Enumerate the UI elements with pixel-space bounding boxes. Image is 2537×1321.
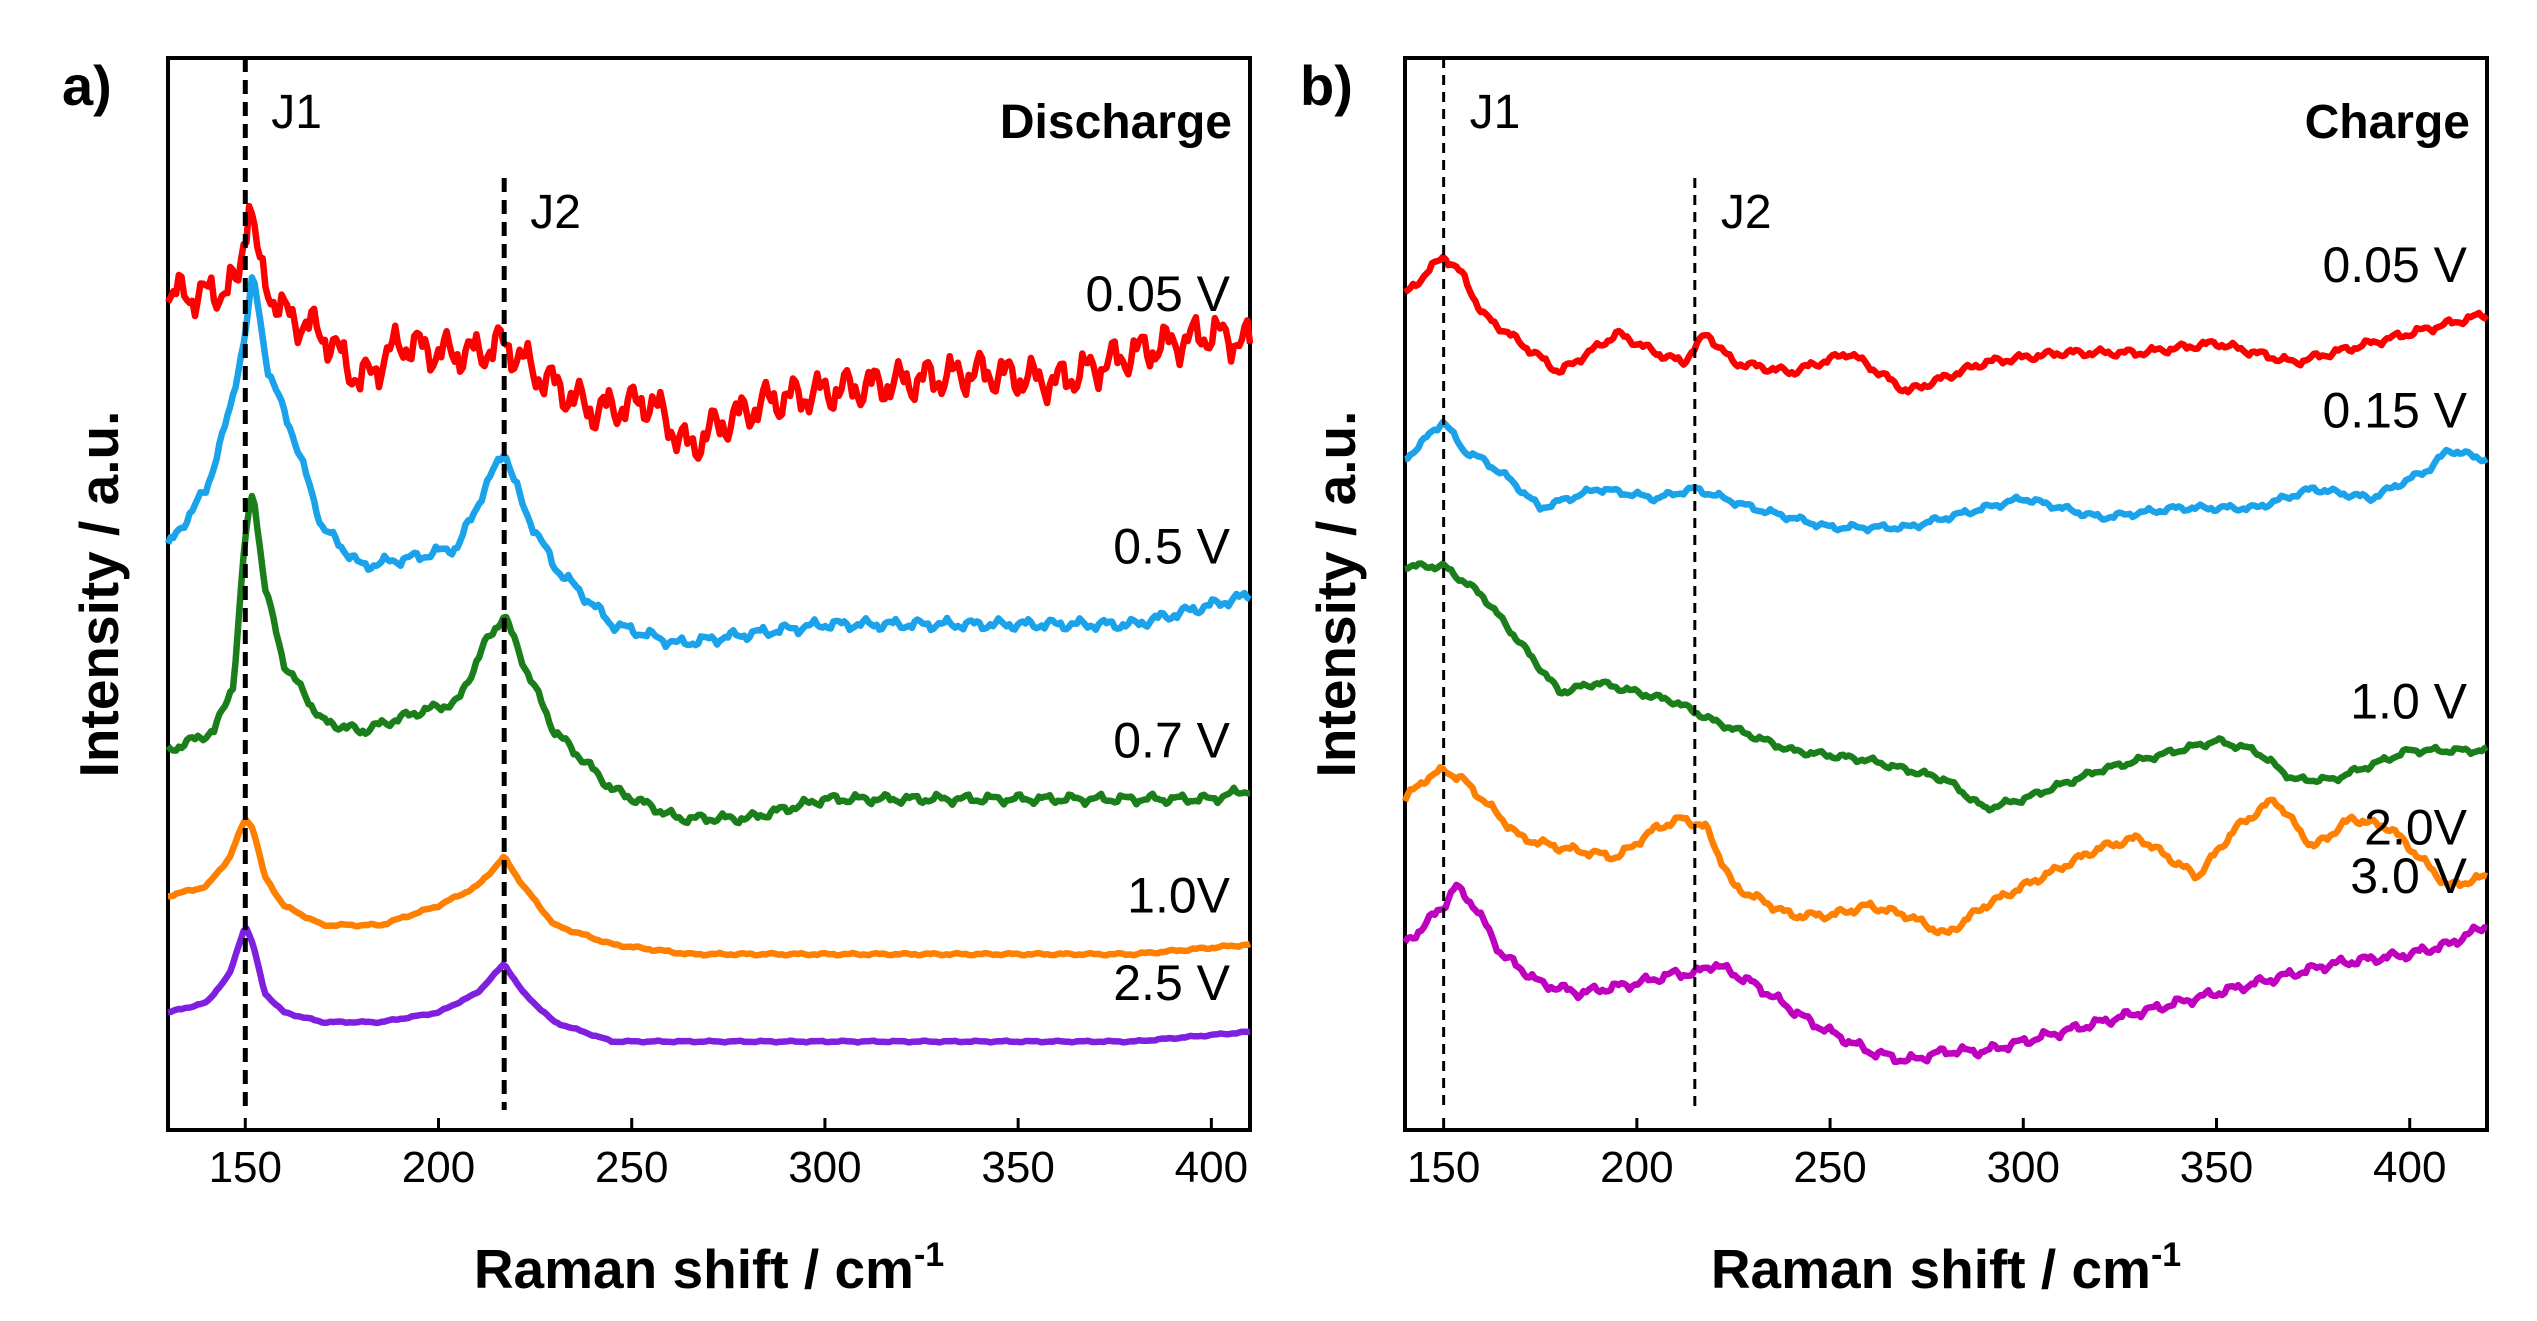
peak-label-a-j2: J2 <box>530 186 581 239</box>
series-label-b-2: 1.0 V <box>2350 674 2467 730</box>
series-label-a-4: 2.5 V <box>1113 955 1230 1011</box>
panel-a-xlabel-main: Raman shift / cm <box>474 1238 914 1300</box>
panel-b-xlabel-main: Raman shift / cm <box>1711 1238 2151 1300</box>
series-label-a-3: 1.0V <box>1127 868 1231 924</box>
series-label-a-1: 0.5 V <box>1113 518 1230 574</box>
series-label-a-2: 0.7 V <box>1113 712 1230 768</box>
panel-b-tag: b) <box>1300 54 1353 117</box>
panel-a-title: Discharge <box>1000 96 1232 149</box>
panel-b-frame <box>1403 56 2489 1132</box>
panel-a: 0.05 V 0.5 V 0.7 V 1.0V 2.5 V J1 J2 150 200 250… <box>62 54 1254 1300</box>
x-tick-label-b-350: 350 <box>2180 1143 2253 1192</box>
x-tick-label-a-300: 300 <box>788 1143 861 1192</box>
x-tick-label-b-150: 150 <box>1407 1143 1480 1192</box>
x-tick-label-a-400: 400 <box>1175 1143 1248 1192</box>
panel-b-ylabel: Intensity / a.u. <box>1305 411 1367 778</box>
series-label-b-3: 2.0V <box>2364 800 2468 856</box>
panel-b-xlabel: Raman shift / cm-1 <box>1711 1236 2181 1300</box>
series-line-b-1 <box>1404 418 2489 535</box>
x-tick-label-b-300: 300 <box>1987 1143 2060 1192</box>
panel-a-ylabel: Intensity / a.u. <box>68 411 130 778</box>
series-line-b-0 <box>1403 253 2490 396</box>
series-line-b-4 <box>1402 881 2488 1066</box>
series-line-a-2 <box>165 492 1251 827</box>
peak-label-a-j1: J1 <box>271 86 322 139</box>
x-tick-label-b-200: 200 <box>1600 1143 1673 1192</box>
series-label-b-1: 0.15 V <box>2322 383 2467 439</box>
series-line-a-0 <box>165 202 1254 462</box>
peak-label-b-j2: J2 <box>1721 186 1772 239</box>
panel-b-title: Charge <box>2305 96 2470 149</box>
series-line-b-3 <box>1402 763 2489 937</box>
series-label-b-4: 3.0 V <box>2350 848 2467 904</box>
panel-b-xlabel-sup: -1 <box>2151 1236 2181 1274</box>
x-tick-label-a-350: 350 <box>981 1143 1054 1192</box>
panel-a-tag: a) <box>62 54 112 117</box>
x-tick-label-a-150: 150 <box>209 1143 282 1192</box>
series-line-b-2 <box>1404 560 2489 814</box>
series-label-b-0: 0.05 V <box>2322 237 2467 293</box>
peak-label-b-j1: J1 <box>1470 86 1521 139</box>
panel-a-frame <box>166 56 1252 1132</box>
x-tick-label-a-200: 200 <box>402 1143 475 1192</box>
series-line-a-3 <box>167 816 1252 959</box>
panel-a-xlabel: Raman shift / cm-1 <box>474 1236 944 1300</box>
series-label-a-0: 0.05 V <box>1085 266 1230 322</box>
x-tick-label-a-250: 250 <box>595 1143 668 1192</box>
x-tick-label-b-400: 400 <box>2373 1143 2446 1192</box>
series-line-a-1 <box>164 274 1252 651</box>
x-tick-label-b-250: 250 <box>1793 1143 1866 1192</box>
panel-b: 0.05 V 0.15 V 1.0 V 2.0V3.0 V J1 J2 150 200 25… <box>1300 54 2490 1300</box>
panel-a-xlabel-sup: -1 <box>914 1236 944 1274</box>
series-line-a-4 <box>167 925 1251 1046</box>
